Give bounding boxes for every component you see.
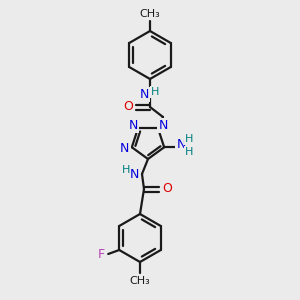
Text: N: N [120, 142, 130, 155]
Text: H: H [185, 147, 194, 157]
Text: N: N [128, 119, 138, 132]
Text: H: H [151, 87, 159, 97]
Text: N: N [139, 88, 149, 100]
Text: N: N [158, 119, 168, 132]
Text: H: H [122, 165, 130, 175]
Text: N: N [176, 138, 186, 151]
Text: CH₃: CH₃ [130, 276, 150, 286]
Text: F: F [98, 248, 105, 262]
Text: N: N [129, 169, 139, 182]
Text: CH₃: CH₃ [140, 9, 160, 19]
Text: H: H [185, 134, 194, 144]
Text: O: O [162, 182, 172, 196]
Text: O: O [123, 100, 133, 113]
